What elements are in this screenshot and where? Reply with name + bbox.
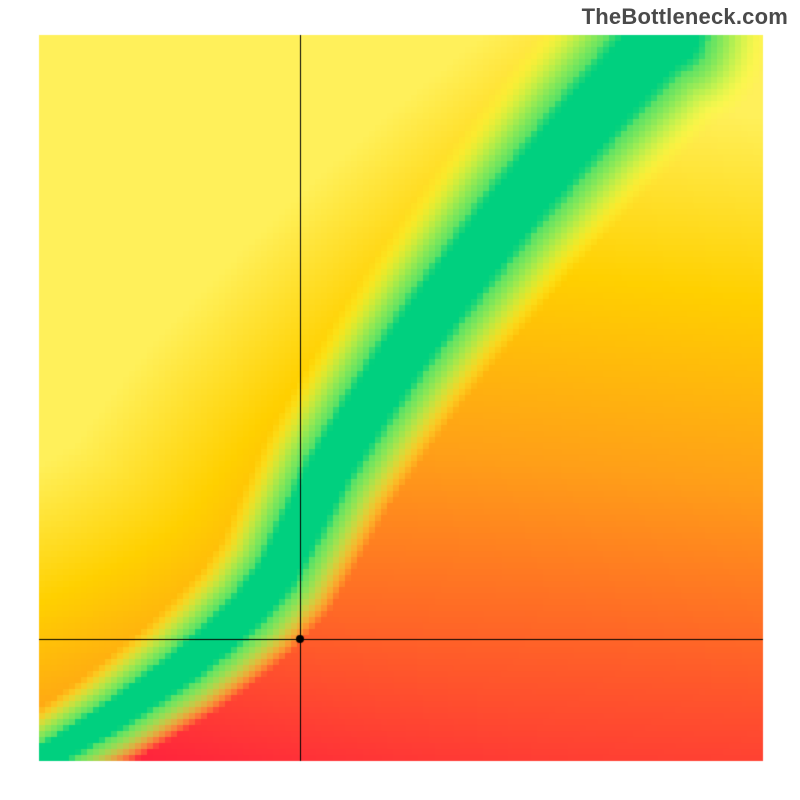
watermark-text: TheBottleneck.com xyxy=(582,4,788,30)
chart-container: TheBottleneck.com xyxy=(0,0,800,800)
bottleneck-heatmap xyxy=(0,0,800,800)
